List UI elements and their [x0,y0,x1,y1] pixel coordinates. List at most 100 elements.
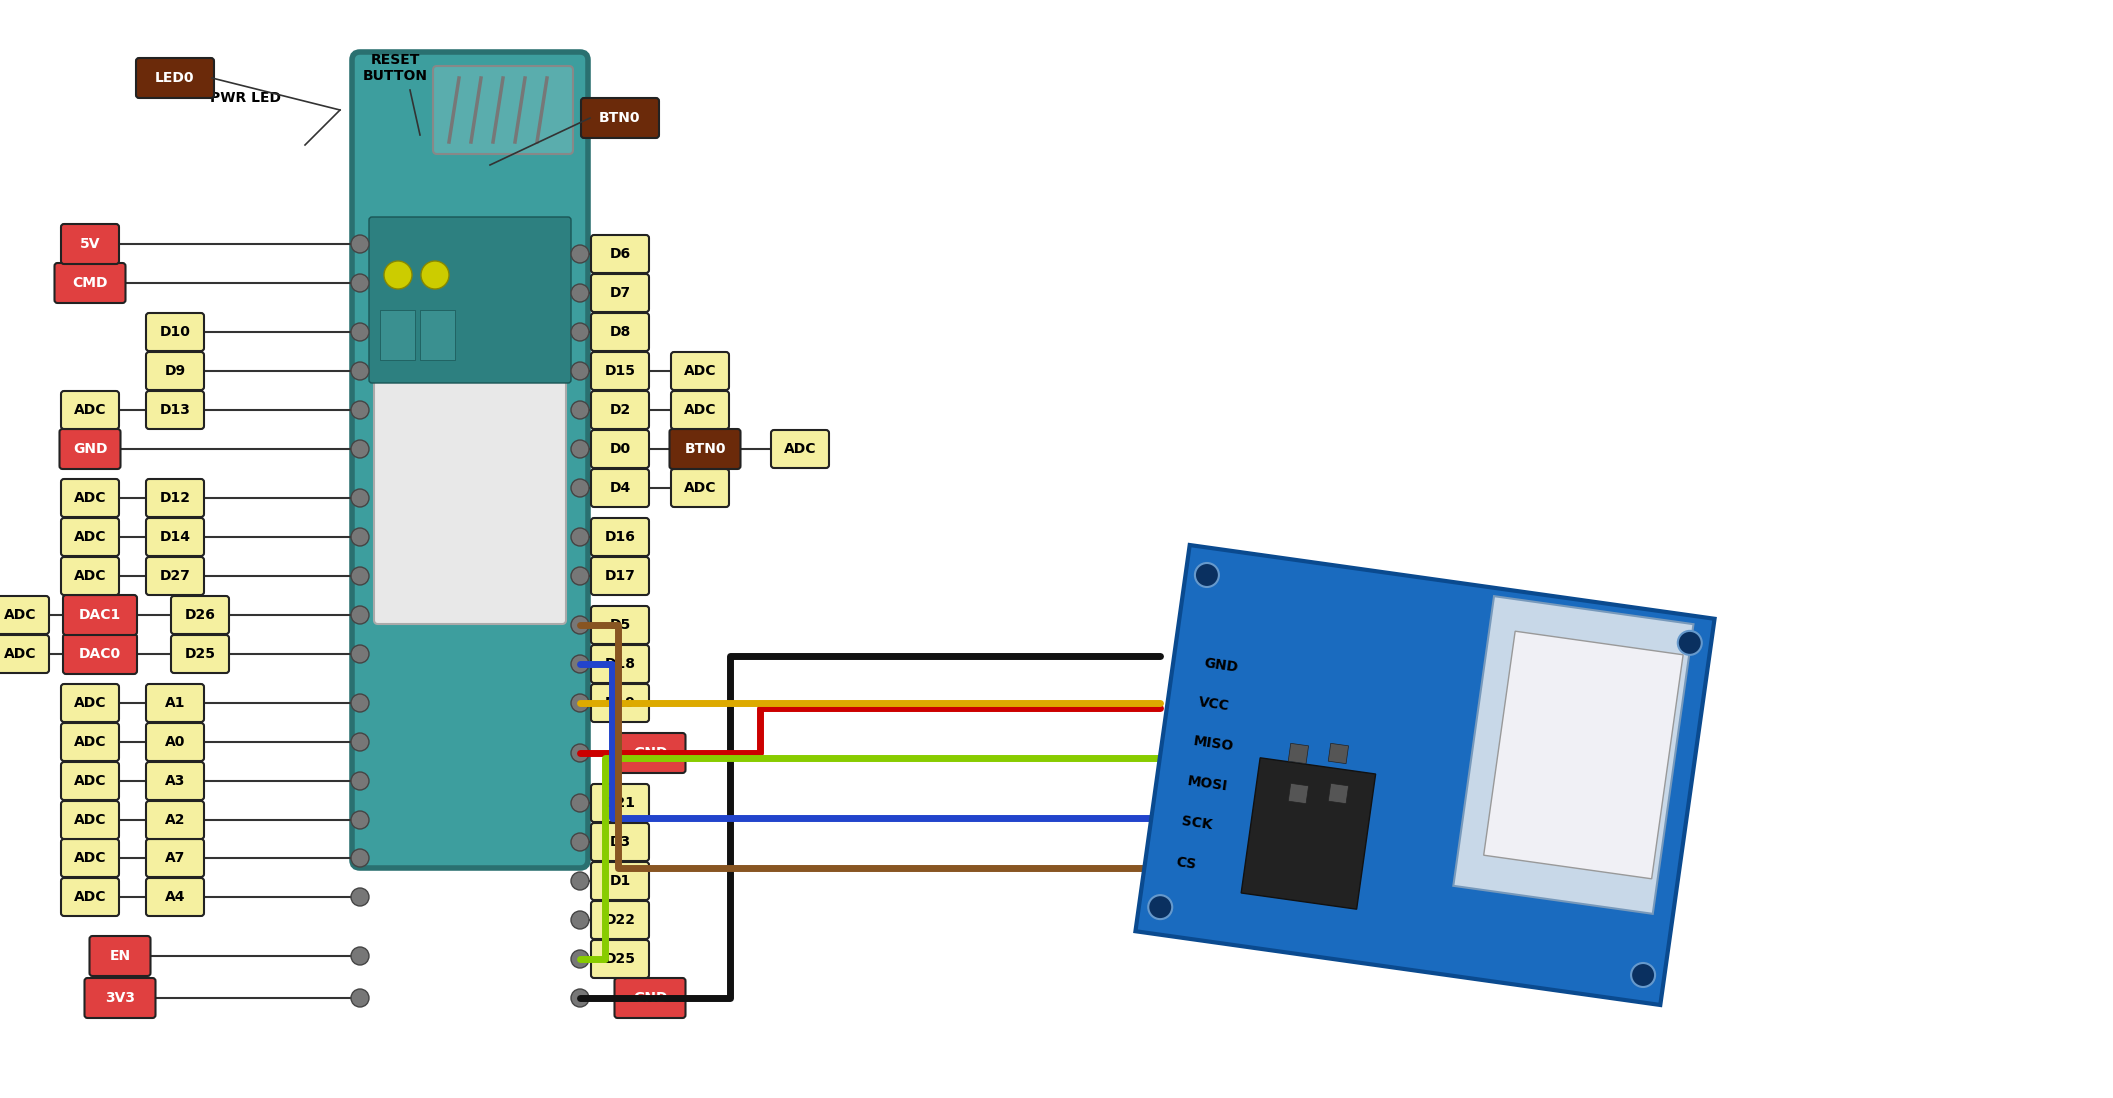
Polygon shape [1483,631,1684,878]
FancyBboxPatch shape [171,635,228,673]
FancyBboxPatch shape [61,391,118,429]
FancyBboxPatch shape [61,762,118,800]
Circle shape [571,744,590,762]
FancyBboxPatch shape [592,645,649,683]
FancyBboxPatch shape [146,722,205,761]
Text: D22: D22 [604,914,636,927]
Circle shape [571,911,590,929]
Text: D14: D14 [158,530,190,544]
Text: D2: D2 [609,403,630,417]
Circle shape [351,489,370,507]
FancyBboxPatch shape [672,391,729,429]
Text: D25: D25 [184,647,216,661]
Text: ADC: ADC [74,530,106,544]
Circle shape [571,794,590,813]
FancyBboxPatch shape [146,839,205,877]
Polygon shape [1135,545,1714,1005]
Text: D21: D21 [604,796,636,810]
Polygon shape [1289,743,1308,764]
FancyBboxPatch shape [89,935,150,976]
FancyBboxPatch shape [85,978,156,1018]
Circle shape [351,772,370,789]
Text: D26: D26 [184,608,216,621]
Text: D16: D16 [604,530,636,544]
Text: D4: D4 [609,481,630,495]
Circle shape [1631,963,1654,987]
FancyBboxPatch shape [146,802,205,839]
Text: ADC: ADC [74,491,106,505]
Circle shape [351,888,370,906]
FancyBboxPatch shape [353,52,587,869]
Text: ADC: ADC [74,851,106,865]
Circle shape [571,440,590,458]
FancyBboxPatch shape [592,352,649,390]
Circle shape [571,833,590,851]
Circle shape [351,946,370,965]
Text: D9: D9 [165,365,186,378]
Circle shape [351,323,370,341]
FancyBboxPatch shape [592,862,649,900]
FancyBboxPatch shape [55,264,125,303]
Text: ADC: ADC [74,774,106,788]
Text: ADC: ADC [4,608,36,621]
FancyBboxPatch shape [135,58,213,98]
FancyBboxPatch shape [615,733,685,773]
FancyBboxPatch shape [592,824,649,861]
FancyBboxPatch shape [59,429,120,469]
Polygon shape [1240,758,1376,909]
Text: CS: CS [1175,854,1198,872]
FancyBboxPatch shape [146,313,205,351]
Text: 3V3: 3V3 [106,991,135,1005]
Text: D6: D6 [609,247,630,261]
FancyBboxPatch shape [61,839,118,877]
Text: ADC: ADC [685,403,716,417]
Text: ADC: ADC [4,647,36,661]
FancyBboxPatch shape [592,274,649,312]
Text: ADC: ADC [685,481,716,495]
Circle shape [571,323,590,341]
Circle shape [1678,631,1701,654]
Text: D10: D10 [161,325,190,339]
FancyBboxPatch shape [592,784,649,822]
FancyBboxPatch shape [672,469,729,507]
Text: GND: GND [72,442,108,456]
FancyBboxPatch shape [63,595,137,635]
FancyBboxPatch shape [670,429,740,469]
Circle shape [571,401,590,419]
Circle shape [385,261,412,289]
Circle shape [351,401,370,419]
Circle shape [420,261,448,289]
Text: ADC: ADC [74,735,106,749]
Circle shape [351,567,370,585]
Text: D15: D15 [604,365,636,378]
FancyBboxPatch shape [581,98,659,138]
FancyBboxPatch shape [146,557,205,595]
Text: PWR LED: PWR LED [209,91,281,105]
FancyBboxPatch shape [672,352,729,390]
FancyBboxPatch shape [146,479,205,517]
FancyBboxPatch shape [61,224,118,264]
Text: ADC: ADC [74,696,106,710]
FancyBboxPatch shape [592,235,649,273]
Circle shape [351,645,370,663]
Text: ADC: ADC [74,813,106,827]
Text: D5: D5 [609,618,630,632]
Text: A2: A2 [165,813,186,827]
FancyBboxPatch shape [592,313,649,351]
FancyBboxPatch shape [61,802,118,839]
Text: ADC: ADC [74,890,106,904]
Circle shape [351,849,370,867]
FancyBboxPatch shape [146,352,205,390]
Text: EN: EN [110,949,131,963]
Text: A7: A7 [165,851,186,865]
Circle shape [1196,563,1219,587]
FancyBboxPatch shape [592,684,649,722]
FancyBboxPatch shape [592,518,649,556]
Text: LED0: LED0 [154,71,194,85]
FancyBboxPatch shape [146,762,205,800]
Circle shape [351,733,370,751]
Circle shape [571,616,590,634]
FancyBboxPatch shape [0,596,49,634]
Circle shape [571,694,590,712]
Text: VCC: VCC [1198,695,1230,714]
